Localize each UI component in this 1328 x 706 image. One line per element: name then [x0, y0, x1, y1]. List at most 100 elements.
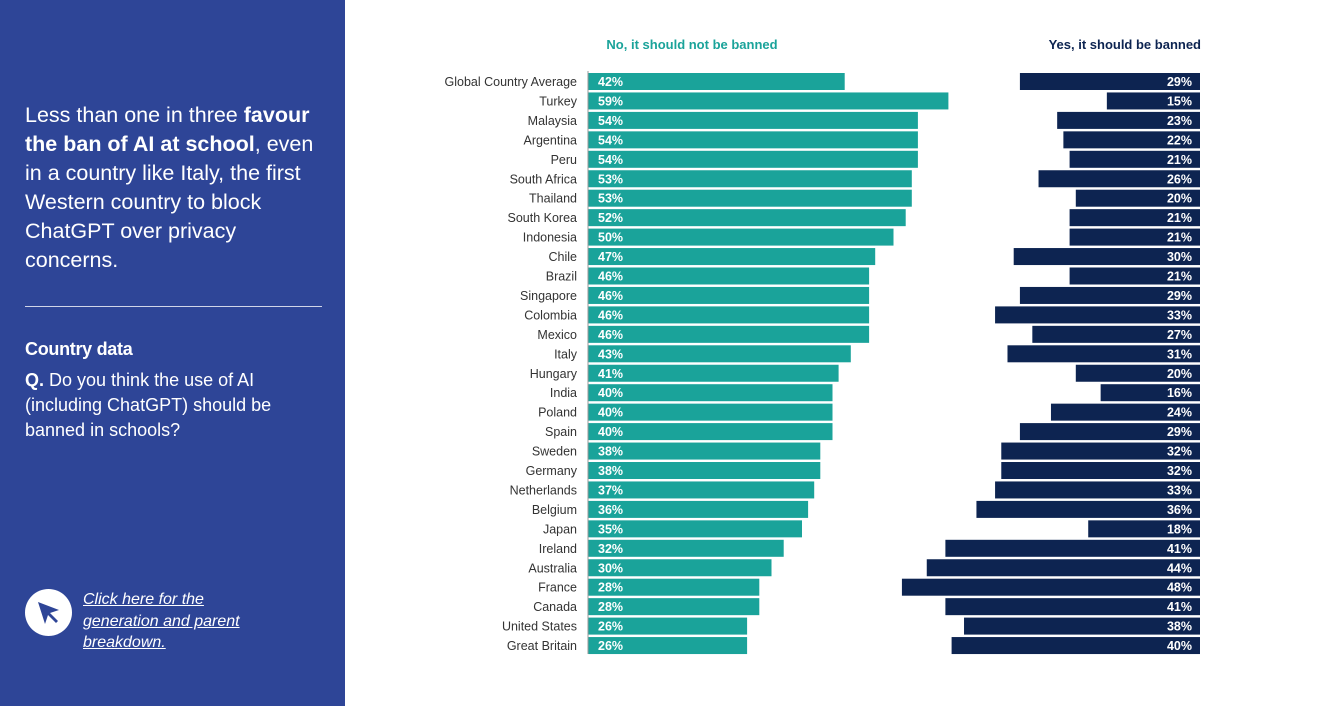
category-label: Great Britain	[507, 639, 577, 653]
category-label: Brazil	[546, 270, 577, 284]
bar-no-banned	[588, 189, 912, 207]
category-label: Colombia	[524, 308, 577, 322]
legend-yes-banned: Yes, it should be banned	[1049, 37, 1201, 52]
category-label: United States	[502, 620, 577, 634]
value-label-yes: 33%	[1167, 308, 1192, 322]
value-label-yes: 40%	[1167, 639, 1192, 653]
bar-yes-banned	[1088, 520, 1200, 538]
value-label-no: 53%	[598, 192, 623, 206]
bar-yes-banned	[1069, 150, 1200, 168]
bar-no-banned	[588, 617, 748, 635]
value-label-yes: 32%	[1167, 464, 1192, 478]
category-label: Turkey	[539, 94, 577, 108]
bar-yes-banned	[1019, 73, 1200, 90]
value-label-no: 46%	[598, 270, 623, 284]
bar-no-banned	[588, 500, 809, 518]
bar-no-banned	[588, 150, 918, 168]
bar-yes-banned	[1069, 267, 1200, 285]
value-label-yes: 48%	[1167, 581, 1192, 595]
category-label: Malaysia	[528, 114, 577, 128]
value-label-yes: 29%	[1167, 75, 1192, 89]
breakdown-link[interactable]: Click here for the generation and parent…	[83, 591, 240, 651]
value-label-no: 54%	[598, 153, 623, 167]
value-label-no: 42%	[598, 75, 623, 89]
value-label-yes: 33%	[1167, 483, 1192, 497]
value-label-no: 30%	[598, 561, 623, 575]
bar-yes-banned	[1050, 403, 1200, 421]
value-label-no: 46%	[598, 328, 623, 342]
category-label: Germany	[526, 464, 578, 478]
bar-no-banned	[588, 442, 821, 460]
bar-yes-banned	[1100, 384, 1200, 402]
value-label-no: 40%	[598, 406, 623, 420]
bar-no-banned	[588, 539, 784, 557]
bar-no-banned	[588, 481, 815, 499]
value-label-no: 59%	[598, 94, 623, 108]
bar-yes-banned	[926, 559, 1200, 577]
value-label-no: 40%	[598, 386, 623, 400]
bar-no-banned	[588, 637, 748, 655]
value-label-no: 32%	[598, 542, 623, 556]
question-text: Do you think the use of AI (including Ch…	[25, 370, 272, 440]
value-label-no: 54%	[598, 133, 623, 147]
bar-yes-banned	[1019, 286, 1200, 304]
value-label-no: 26%	[598, 639, 623, 653]
value-label-yes: 20%	[1167, 192, 1192, 206]
bar-yes-banned	[1001, 462, 1200, 479]
value-label-no: 43%	[598, 347, 623, 361]
value-label-yes: 24%	[1167, 406, 1192, 420]
bar-yes-banned	[945, 598, 1200, 616]
value-label-yes: 44%	[1167, 561, 1192, 575]
question-prefix: Q.	[25, 370, 45, 390]
value-label-yes: 18%	[1167, 522, 1192, 536]
cursor-click-icon[interactable]	[25, 589, 72, 636]
bar-yes-banned	[995, 481, 1200, 499]
bar-no-banned	[588, 111, 918, 129]
value-label-no: 28%	[598, 600, 623, 614]
category-label: Indonesia	[523, 231, 577, 245]
bar-yes-banned	[976, 500, 1200, 518]
category-label: Italy	[554, 347, 578, 361]
value-label-yes: 23%	[1167, 114, 1192, 128]
bar-no-banned	[588, 131, 918, 149]
category-label: Australia	[528, 561, 577, 575]
value-label-yes: 41%	[1167, 600, 1192, 614]
value-label-no: 46%	[598, 289, 623, 303]
category-label: Global Country Average	[445, 75, 578, 89]
value-label-yes: 26%	[1167, 172, 1192, 186]
value-label-yes: 15%	[1167, 94, 1192, 108]
value-label-yes: 21%	[1167, 231, 1192, 245]
category-label: Hungary	[530, 367, 578, 381]
bar-no-banned	[588, 520, 802, 538]
bar-yes-banned	[1032, 325, 1200, 343]
value-label-no: 40%	[598, 425, 623, 439]
value-label-yes: 20%	[1167, 367, 1192, 381]
value-label-yes: 22%	[1167, 133, 1192, 147]
bar-no-banned	[588, 267, 870, 285]
value-label-yes: 21%	[1167, 270, 1192, 284]
category-label: Japan	[543, 522, 577, 536]
bar-no-banned	[588, 559, 772, 577]
bar-no-banned	[588, 403, 833, 421]
bar-yes-banned	[1069, 209, 1200, 227]
value-label-yes: 29%	[1167, 289, 1192, 303]
headline-part: , even in a country like Italy, the firs…	[25, 132, 314, 272]
category-label: France	[538, 581, 577, 595]
bar-yes-banned	[995, 306, 1200, 324]
category-label: Chile	[549, 250, 578, 264]
bar-yes-banned	[1069, 228, 1200, 246]
value-label-yes: 21%	[1167, 153, 1192, 167]
category-label: Spain	[545, 425, 577, 439]
category-label: Belgium	[532, 503, 577, 517]
bar-yes-banned	[1019, 423, 1200, 441]
survey-question: Q. Do you think the use of AI (including…	[25, 368, 325, 443]
headline-part: favour the ban of AI at school	[25, 103, 310, 156]
category-label: Thailand	[529, 192, 577, 206]
bar-no-banned	[588, 170, 912, 188]
value-label-no: 35%	[598, 522, 623, 536]
bar-yes-banned	[1007, 345, 1200, 363]
bar-no-banned	[588, 364, 839, 382]
bar-no-banned	[588, 228, 894, 246]
value-label-no: 50%	[598, 231, 623, 245]
